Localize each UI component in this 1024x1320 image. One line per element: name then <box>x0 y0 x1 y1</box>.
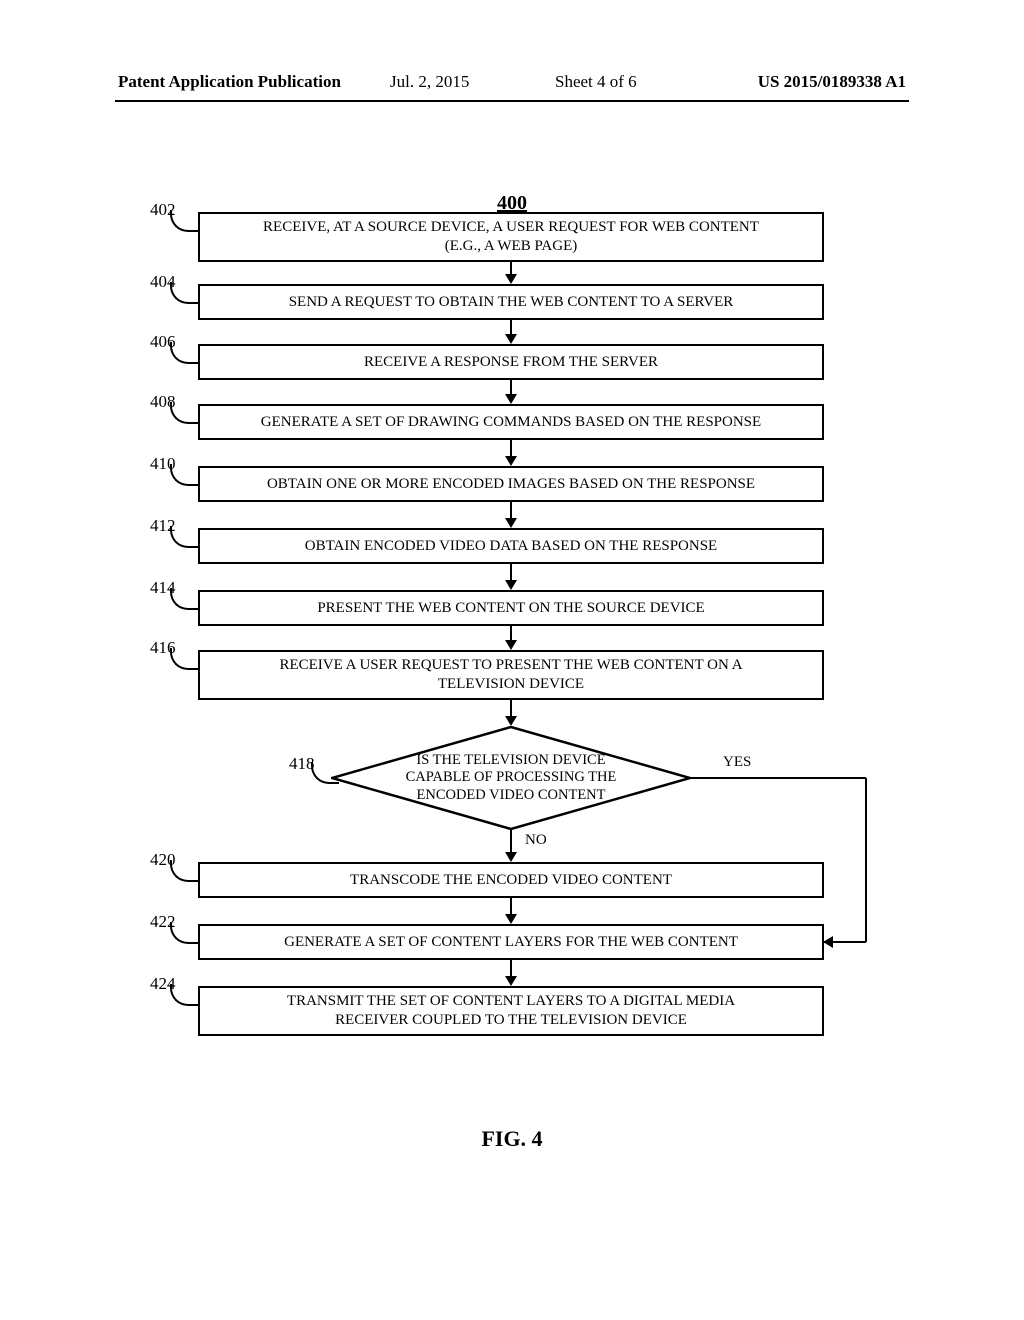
arrow-head <box>505 976 517 986</box>
step-424: TRANSMIT THE SET OF CONTENT LAYERS TO A … <box>198 986 824 1036</box>
yes-label: YES <box>723 754 751 771</box>
arrow <box>510 564 512 581</box>
callout-424 <box>170 984 198 1006</box>
step-406: RECEIVE A RESPONSE FROM THE SERVER <box>198 344 824 380</box>
step-416: RECEIVE A USER REQUEST TO PRESENT THE WE… <box>198 650 824 700</box>
step-420: TRANSCODE THE ENCODED VIDEO CONTENT <box>198 862 824 898</box>
step-404: SEND A REQUEST TO OBTAIN THE WEB CONTENT… <box>198 284 824 320</box>
step-402: RECEIVE, AT A SOURCE DEVICE, A USER REQU… <box>198 212 824 262</box>
arrow-head <box>505 456 517 466</box>
header-left: Patent Application Publication <box>118 72 341 92</box>
callout-410 <box>170 464 198 486</box>
arrow-head <box>505 716 517 726</box>
arrow-head <box>505 852 517 862</box>
decision-text: IS THE TELEVISION DEVICECAPABLE OF PROCE… <box>381 752 641 804</box>
arrow <box>510 700 512 717</box>
arrow-head <box>505 274 517 284</box>
step-412: OBTAIN ENCODED VIDEO DATA BASED ON THE R… <box>198 528 824 564</box>
arrow <box>510 320 512 335</box>
callout-414 <box>170 588 198 610</box>
arrow <box>510 440 512 457</box>
step-408: GENERATE A SET OF DRAWING COMMANDS BASED… <box>198 404 824 440</box>
callout-412 <box>170 526 198 548</box>
header-pub: US 2015/0189338 A1 <box>758 72 906 92</box>
header-rule <box>115 100 909 102</box>
arrow-head <box>505 394 517 404</box>
callout-404 <box>170 282 198 304</box>
arrow-head <box>505 914 517 924</box>
header-sheet: Sheet 4 of 6 <box>555 72 637 92</box>
header-date: Jul. 2, 2015 <box>390 72 469 92</box>
no-label: NO <box>525 832 547 849</box>
callout-416 <box>170 648 198 670</box>
callout-422 <box>170 922 198 944</box>
callout-402 <box>170 210 198 232</box>
arrow-head <box>505 640 517 650</box>
arrow-head <box>505 334 517 344</box>
arrow <box>510 830 512 853</box>
callout-408 <box>170 402 198 424</box>
arrow <box>510 626 512 641</box>
step-410: OBTAIN ONE OR MORE ENCODED IMAGES BASED … <box>198 466 824 502</box>
figure-caption: FIG. 4 <box>481 1126 542 1152</box>
yes-v <box>865 778 867 942</box>
arrow-head <box>505 580 517 590</box>
callout-420 <box>170 860 198 882</box>
callout-418 <box>311 762 339 784</box>
arrow <box>510 502 512 519</box>
arrow <box>510 960 512 977</box>
step-422: GENERATE A SET OF CONTENT LAYERS FOR THE… <box>198 924 824 960</box>
callout-406 <box>170 342 198 364</box>
step-414: PRESENT THE WEB CONTENT ON THE SOURCE DE… <box>198 590 824 626</box>
page-root: { "header": { "left": "Patent Applicatio… <box>0 0 1024 1320</box>
yes-arrowhead <box>823 936 833 948</box>
arrow <box>510 898 512 915</box>
yes-h1 <box>691 777 866 779</box>
arrow-head <box>505 518 517 528</box>
arrow <box>510 380 512 395</box>
